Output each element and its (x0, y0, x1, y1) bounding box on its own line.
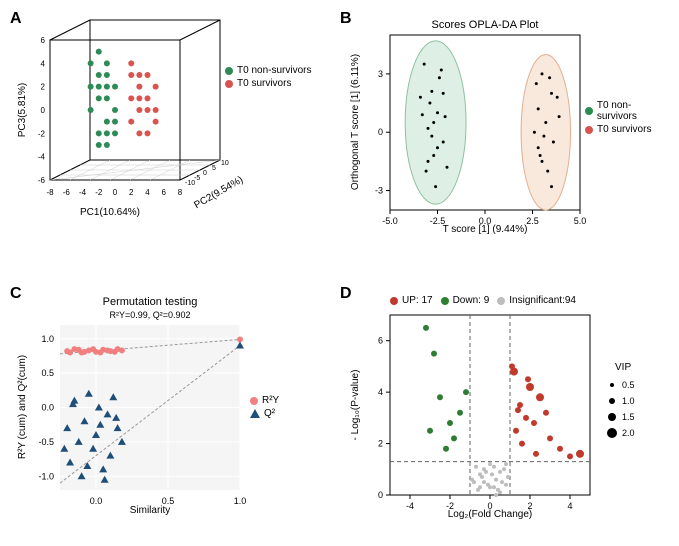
svg-text:0.0: 0.0 (90, 496, 103, 506)
svg-text:4: 4 (145, 188, 150, 197)
ortho-label: Orthogonal T score [1] (6.11%) (350, 54, 361, 190)
svg-text:2: 2 (41, 83, 46, 92)
volcano-chart: -4-2024 0246 Log₂(Fold Change) - Log₁₀(P… (340, 285, 670, 535)
svg-text:-5.0: -5.0 (382, 216, 398, 226)
tscore-label: T score [1] (9.44%) (443, 224, 528, 235)
legend-b-nonsurvivors: T0 non-survivors (585, 100, 670, 122)
panel-d: D UP: 17 Down: 9 Insignificant:94 -4-202… (340, 285, 670, 540)
r2q2-label: R²Y (cum) and Q²(cum) (17, 355, 28, 459)
svg-text:-6: -6 (63, 188, 71, 197)
svg-text:10: 10 (221, 160, 229, 167)
svg-text:0: 0 (378, 490, 383, 500)
panel-d-top-legend: UP: 17 Down: 9 Insignificant:94 (390, 295, 576, 308)
svg-text:-3: -3 (375, 186, 383, 196)
similarity-label: Similarity (130, 505, 171, 516)
svg-text:4: 4 (567, 501, 572, 511)
svg-text:4: 4 (378, 387, 383, 397)
svg-text:1.0: 1.0 (622, 396, 635, 406)
panel-d-label: D (340, 285, 352, 303)
legend-survivors: T0 survivors (225, 78, 311, 89)
legend-r2y: R²Y (250, 395, 279, 406)
svg-text:1.0: 1.0 (234, 496, 247, 506)
svg-text:-0.5: -0.5 (38, 437, 54, 447)
logp-label: - Log₁₀(P-value) (350, 370, 361, 441)
svg-text:-4: -4 (79, 188, 87, 197)
svg-text:1.0: 1.0 (41, 334, 54, 344)
svg-text:0.5: 0.5 (41, 368, 54, 378)
svg-text:-4: -4 (38, 153, 46, 162)
svg-text:-5: -5 (194, 175, 200, 182)
svg-text:6: 6 (378, 336, 383, 346)
svg-text:2: 2 (129, 188, 134, 197)
svg-text:-8: -8 (46, 188, 54, 197)
svg-text:0: 0 (113, 188, 118, 197)
legend-b-survivors: T0 survivors (585, 124, 670, 135)
legend-down: Down: 9 (441, 295, 490, 306)
panel-a: A (10, 10, 330, 265)
pc3-label: PC3(5.81%) (17, 83, 28, 137)
svg-text:-2: -2 (38, 129, 46, 138)
svg-text:6: 6 (162, 188, 167, 197)
panel-c: C Permutation testing R²Y=0.99, Q²=0.902… (10, 285, 330, 540)
panel-b-legend: T0 non-survivors T0 survivors (585, 100, 670, 137)
vip-label: VIP (615, 362, 631, 373)
panel-a-label: A (10, 10, 22, 28)
legend-insig: Insignificant:94 (497, 295, 576, 306)
svg-text:0: 0 (41, 106, 46, 115)
svg-text:0: 0 (378, 127, 383, 137)
panel-b-label: B (340, 10, 352, 28)
logfc-label: Log₂(Fold Change) (448, 509, 533, 520)
svg-text:1.5: 1.5 (622, 412, 635, 422)
legend-up: UP: 17 (390, 295, 433, 306)
svg-text:2.0: 2.0 (622, 428, 635, 438)
pc2-label: PC2(9.54%) (192, 174, 245, 211)
panel-c-legend: R²Y Q² (250, 395, 279, 421)
svg-text:3: 3 (378, 69, 383, 79)
svg-text:-4: -4 (406, 501, 414, 511)
pc1-label: PC1(10.64%) (80, 207, 140, 218)
pca-3d-chart: PC1(10.64%) PC3(5.81%) PC2(9.54%) -8-6-4… (10, 10, 330, 260)
oplsda-title: Scores OPLA-DA Plot (432, 19, 539, 31)
panel-c-label: C (10, 285, 22, 303)
svg-text:6: 6 (41, 36, 46, 45)
svg-text:4: 4 (41, 59, 46, 68)
svg-text:-6: -6 (38, 176, 46, 185)
perm-subtitle: R²Y=0.99, Q²=0.902 (109, 310, 190, 320)
legend-q2: Q² (250, 408, 279, 419)
svg-text:-1.0: -1.0 (38, 471, 54, 481)
perm-title: Permutation testing (103, 296, 198, 308)
svg-text:8: 8 (178, 188, 183, 197)
svg-text:0.5: 0.5 (622, 380, 635, 390)
svg-text:-2: -2 (95, 188, 103, 197)
svg-text:5.0: 5.0 (574, 216, 587, 226)
svg-text:0.0: 0.0 (41, 403, 54, 413)
svg-text:0: 0 (203, 170, 207, 177)
svg-text:2: 2 (378, 439, 383, 449)
panel-b: B Scores OPLA-DA Plot -5.0-2.50.02.55.0 … (340, 10, 670, 265)
svg-text:5: 5 (212, 165, 216, 172)
permutation-chart: Permutation testing R²Y=0.99, Q²=0.902 0… (10, 285, 330, 535)
svg-text:2.5: 2.5 (526, 216, 539, 226)
legend-nonsurvivors: T0 non-survivors (225, 65, 311, 76)
panel-a-legend: T0 non-survivors T0 survivors (225, 65, 311, 91)
